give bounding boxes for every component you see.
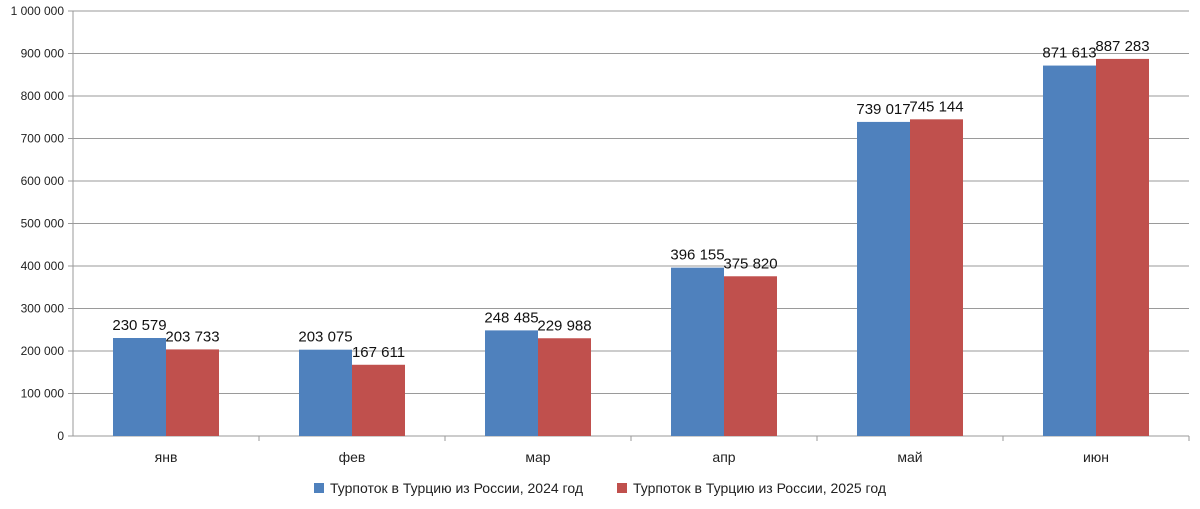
bar-2024	[1043, 65, 1096, 436]
x-tick-label: фев	[339, 449, 366, 465]
legend-swatch-2024	[314, 483, 324, 493]
bar-2025	[724, 276, 777, 436]
x-tick-label: май	[897, 449, 922, 465]
bar-2025	[538, 338, 591, 436]
y-tick-label: 700 000	[21, 132, 65, 146]
bar-2025	[910, 119, 963, 437]
x-tick-label: мар	[525, 449, 550, 465]
bar-2024	[671, 267, 724, 436]
bar-chart: 0 100 000 200 000 300 000 400 000 500 000 600 …	[11, 4, 1190, 465]
y-tick-label: 200 000	[21, 344, 65, 358]
x-tick-label: янв	[155, 449, 178, 465]
data-label: 203 733	[165, 328, 219, 345]
y-tick-label: 400 000	[21, 259, 65, 273]
x-tick-label: апр	[712, 449, 735, 465]
data-label: 887 283	[1095, 38, 1149, 55]
data-label: 248 485	[484, 309, 538, 326]
data-label: 167 611	[352, 344, 405, 361]
y-tick-label: 600 000	[21, 174, 65, 188]
data-label: 739 017	[856, 101, 910, 118]
y-tick-label: 300 000	[21, 302, 65, 316]
legend-label-2024: Турпоток в Турцию из России, 2024 год	[330, 480, 583, 496]
legend: Турпоток в Турцию из России, 2024 год Ту…	[0, 480, 1200, 496]
bar-2024	[113, 338, 166, 436]
data-label: 375 820	[723, 255, 777, 272]
bar-2025	[166, 349, 219, 436]
bar-2024	[485, 330, 538, 436]
y-tick-label: 100 000	[21, 387, 65, 401]
y-tick-label: 900 000	[21, 47, 65, 61]
data-label: 203 075	[298, 329, 352, 346]
data-label: 745 144	[909, 98, 963, 115]
y-tick-label: 1 000 000	[11, 4, 65, 18]
data-label: 396 155	[670, 247, 724, 264]
bar-2024	[299, 349, 352, 436]
y-tick-label: 0	[57, 429, 64, 443]
bar-2024	[857, 121, 910, 436]
bar-2025	[1096, 58, 1149, 436]
legend-item-2025: Турпоток в Турцию из России, 2025 год	[617, 480, 886, 496]
y-tick-label: 800 000	[21, 89, 65, 103]
data-label: 229 988	[537, 317, 591, 334]
data-label: 230 579	[112, 317, 166, 334]
y-tick-label: 500 000	[21, 217, 65, 231]
legend-item-2024: Турпоток в Турцию из России, 2024 год	[314, 480, 583, 496]
legend-swatch-2025	[617, 483, 627, 493]
data-label: 871 613	[1042, 45, 1096, 62]
x-tick-label: июн	[1083, 449, 1109, 465]
bar-2025	[352, 364, 405, 436]
legend-label-2025: Турпоток в Турцию из России, 2025 год	[633, 480, 886, 496]
